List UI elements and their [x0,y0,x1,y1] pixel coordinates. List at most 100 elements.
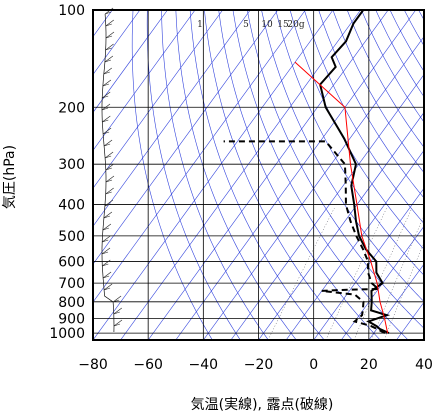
wind-barb [113,299,120,303]
wind-barb [105,167,112,171]
wind-barb [104,59,111,63]
dry-adiabat-line [204,10,353,340]
parcel-line [294,61,389,334]
wind-barb [105,163,114,171]
isotherm-line [93,10,223,189]
y-tick-label: 600 [58,254,85,270]
x-tick-label: 20 [360,357,378,373]
x-tick-label: −60 [133,357,163,373]
mixing-ratio-line [353,207,413,340]
wind-barb [103,215,110,219]
y-tick-label: 300 [58,157,85,173]
y-tick-label: 200 [58,100,85,116]
wind-barb [103,71,110,75]
isotherm-line [285,149,424,340]
dry-adiabat-line [404,10,424,47]
dry-adiabat-line [246,10,424,329]
x-tick-label: −40 [189,357,219,373]
isotherm-line [396,301,424,340]
mixing-ratio-line [371,215,424,340]
plot-frame [92,9,425,341]
isotherm-line [93,10,306,303]
wind-barb [102,79,112,87]
dry-adiabat-line [146,10,241,340]
wind-barb [104,151,114,159]
mixing-ratio-line [383,242,424,340]
wind-barb [105,31,115,39]
isotherm-line [93,10,168,113]
isotherm-line [230,74,424,340]
wind-barb [105,187,114,195]
wind-barb [105,179,113,183]
wind-barb [104,203,111,207]
wind-barb [113,311,120,315]
isotherm-line [203,36,424,340]
wind-barb [105,47,112,51]
dry-adiabat-line [389,10,424,72]
y-tick-label: 100 [58,3,85,19]
isotherm-line [175,10,416,340]
dry-adiabat-line [275,10,424,276]
wind-barb [102,119,109,123]
wind-barb [102,271,112,279]
wind-barb [101,103,111,111]
wind-profile [101,13,115,333]
wind-barb [105,155,112,159]
isotherm-line [93,10,251,227]
mixing-ratio-label: 10 [261,20,273,30]
wind-barb [105,35,113,39]
wind-barbs [101,7,123,333]
dry-adiabat-line [332,10,424,174]
y-tick-label: 1000 [49,326,85,342]
y-tick-label: 700 [58,276,85,292]
dry-adiabat-line [175,10,297,340]
wind-barb [102,263,109,267]
dry-adiabat-line [261,10,424,303]
dry-adiabat-line [318,10,424,199]
y-tick-label: 400 [58,198,85,214]
wind-barb [105,11,112,15]
y-tick-label: 500 [58,229,85,245]
x-axis-title: 気温(実線), 露点(破線) [191,397,334,412]
wind-barb [104,143,111,147]
wind-barb [105,191,112,195]
mixing-ratio-label: 15 [277,20,289,30]
wind-barb [101,247,111,255]
isotherm-line [93,10,141,76]
wind-barb [102,223,112,231]
wind-barb [103,67,112,75]
wind-barb [102,115,111,123]
wind-barb [102,239,109,243]
wind-barb [102,83,109,87]
isotherm-line [313,187,424,340]
wind-barb [102,127,112,135]
dry-adiabat-line [131,10,213,340]
wind-barb [104,199,114,207]
wind-barb [102,95,109,99]
background-grid [93,10,424,340]
dry-adiabat-line [218,10,381,340]
y-tick-label: 900 [58,311,85,327]
isotherm-line [147,10,389,340]
wind-barb [113,319,123,327]
wind-barb [103,139,113,147]
wind-barb [103,211,113,219]
dry-adiabat-line [375,10,424,98]
dry-adiabat-line [189,10,325,340]
x-tick-label: 0 [309,357,318,373]
wind-barb [112,295,122,303]
x-tick-label: 40 [415,357,433,373]
isotherm-line [120,10,361,340]
dry-adiabat-line [418,10,424,21]
mixing-ratio-label: 20g [287,20,304,30]
wind-barb [102,91,111,99]
mixing-ratio-label: 1 [197,20,203,30]
wind-barb [102,235,111,243]
wind-barb [113,323,121,327]
wind-barb [105,175,115,183]
wind-barb [102,227,109,231]
x-tick-label: −20 [244,357,274,373]
